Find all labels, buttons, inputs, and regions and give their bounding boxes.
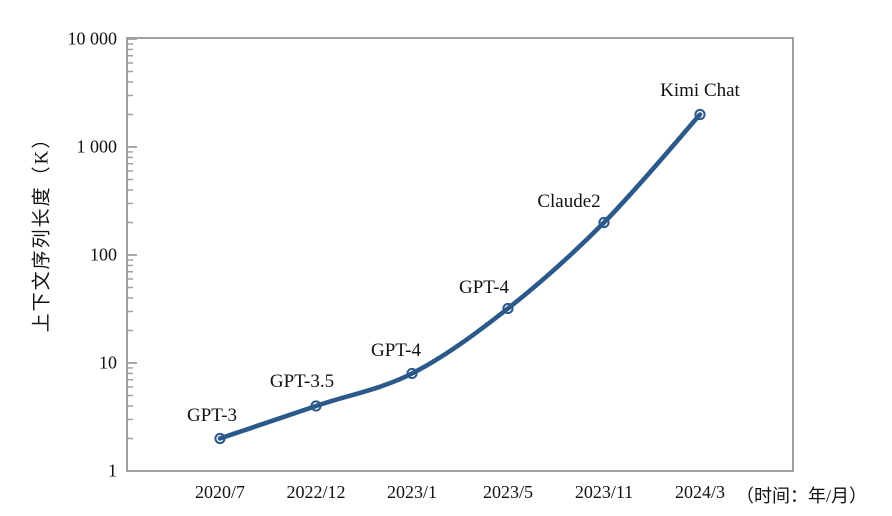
data-point-label: GPT-3.5	[269, 370, 335, 392]
x-tick-label: 2022/12	[286, 482, 346, 502]
x-tick-label: 2023/1	[386, 482, 438, 502]
data-point-marker	[310, 400, 322, 412]
y-tick-label: 10	[99, 352, 117, 373]
x-tick-label: 2023/11	[574, 482, 634, 502]
data-point-label: Kimi Chat	[660, 80, 740, 102]
y-tick-label: 1 000	[76, 136, 118, 157]
y-tick-label: 10 000	[67, 28, 118, 49]
data-point-label: GPT-3	[187, 405, 237, 427]
x-tick-label: 2020/7	[194, 482, 246, 502]
y-tick-label: 100	[90, 244, 117, 265]
y-axis-title: 上下文序列长度（K）	[31, 127, 53, 333]
x-tick-label: 2023/5	[482, 482, 534, 502]
data-point-marker	[694, 108, 706, 121]
data-point-label: GPT-4	[371, 340, 421, 362]
y-tick-label: 1	[108, 460, 117, 481]
data-point-marker	[598, 216, 610, 229]
data-point-label: GPT-4	[459, 277, 509, 299]
x-tick-label: 2024/3	[674, 482, 726, 502]
data-point-label: Claude2	[537, 191, 601, 213]
data-point-marker	[214, 432, 226, 445]
series-line	[217, 112, 703, 441]
data-point-marker	[406, 367, 418, 380]
data-point-marker	[502, 302, 514, 315]
x-axis-note: （时间：年/月）	[736, 486, 868, 506]
